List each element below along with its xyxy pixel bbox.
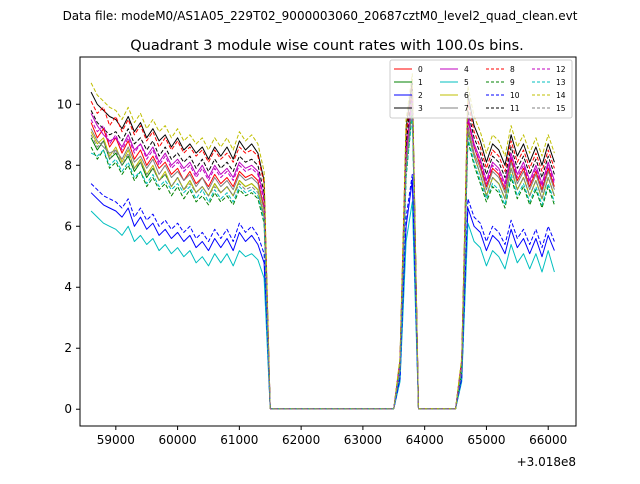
legend-label-1: 1 <box>418 78 423 87</box>
datafile-label: Data file: modeM0/AS1A05_229T02_90000030… <box>63 9 578 23</box>
x-tick-label: 63000 <box>344 433 382 447</box>
x-offset-label: +3.018e8 <box>517 455 576 469</box>
series-line-9 <box>90 109 555 410</box>
x-tick-label: 61000 <box>220 433 258 447</box>
legend-box <box>389 59 573 119</box>
legend-label-2: 2 <box>418 91 423 100</box>
y-tick-label: 6 <box>64 219 72 233</box>
x-tick-label: 62000 <box>282 433 320 447</box>
y-tick-label: 0 <box>64 402 72 416</box>
series-line-8 <box>90 85 555 410</box>
legend-label-14: 14 <box>556 91 566 100</box>
legend-label-5: 5 <box>464 78 469 87</box>
plot-area <box>90 73 555 410</box>
y-tick-label: 8 <box>64 158 72 172</box>
y-tick-label: 2 <box>64 341 72 355</box>
series-line-10 <box>90 173 555 410</box>
series-line-11 <box>90 88 555 410</box>
legend-label-7: 7 <box>464 104 469 113</box>
series-line-1 <box>90 103 555 410</box>
x-tick-label: 66000 <box>529 433 567 447</box>
legend-label-15: 15 <box>556 104 566 113</box>
x-tick-label: 65000 <box>467 433 505 447</box>
chart-title: Quadrant 3 module wise count rates with … <box>130 38 524 54</box>
legend-label-8: 8 <box>510 65 515 74</box>
legend-label-6: 6 <box>464 91 469 100</box>
legend-label-13: 13 <box>556 78 566 87</box>
series-line-7 <box>90 97 555 410</box>
series-line-15 <box>90 106 555 410</box>
series-line-0 <box>90 91 555 410</box>
x-tick-label: 60000 <box>159 433 197 447</box>
x-tick-label: 59000 <box>97 433 135 447</box>
legend-label-4: 4 <box>464 65 469 74</box>
series-line-2 <box>90 180 555 410</box>
legend-label-3: 3 <box>418 104 423 113</box>
series-line-5 <box>90 201 555 410</box>
series-line-3 <box>90 79 555 410</box>
series-line-4 <box>90 94 555 410</box>
legend-label-12: 12 <box>556 65 566 74</box>
x-axis: 59000 60000 61000 62000 63000 64000 65000 66000 <box>97 426 567 447</box>
legend-label-11: 11 <box>510 104 520 113</box>
legend-label-10: 10 <box>510 91 520 100</box>
axes-frame <box>79 56 577 427</box>
y-tick-label: 10 <box>57 97 72 111</box>
legend-label-0: 0 <box>418 65 423 74</box>
legend-label-9: 9 <box>510 78 515 87</box>
series-line-12 <box>90 97 555 410</box>
x-tick-label: 64000 <box>406 433 444 447</box>
y-axis: 0 2 4 6 8 10 <box>57 97 80 416</box>
series-line-13 <box>90 116 555 410</box>
y-tick-label: 4 <box>64 280 72 294</box>
series-line-14 <box>90 73 555 410</box>
